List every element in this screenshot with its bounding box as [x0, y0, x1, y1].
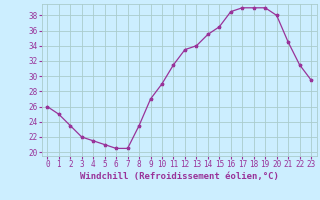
X-axis label: Windchill (Refroidissement éolien,°C): Windchill (Refroidissement éolien,°C): [80, 172, 279, 181]
